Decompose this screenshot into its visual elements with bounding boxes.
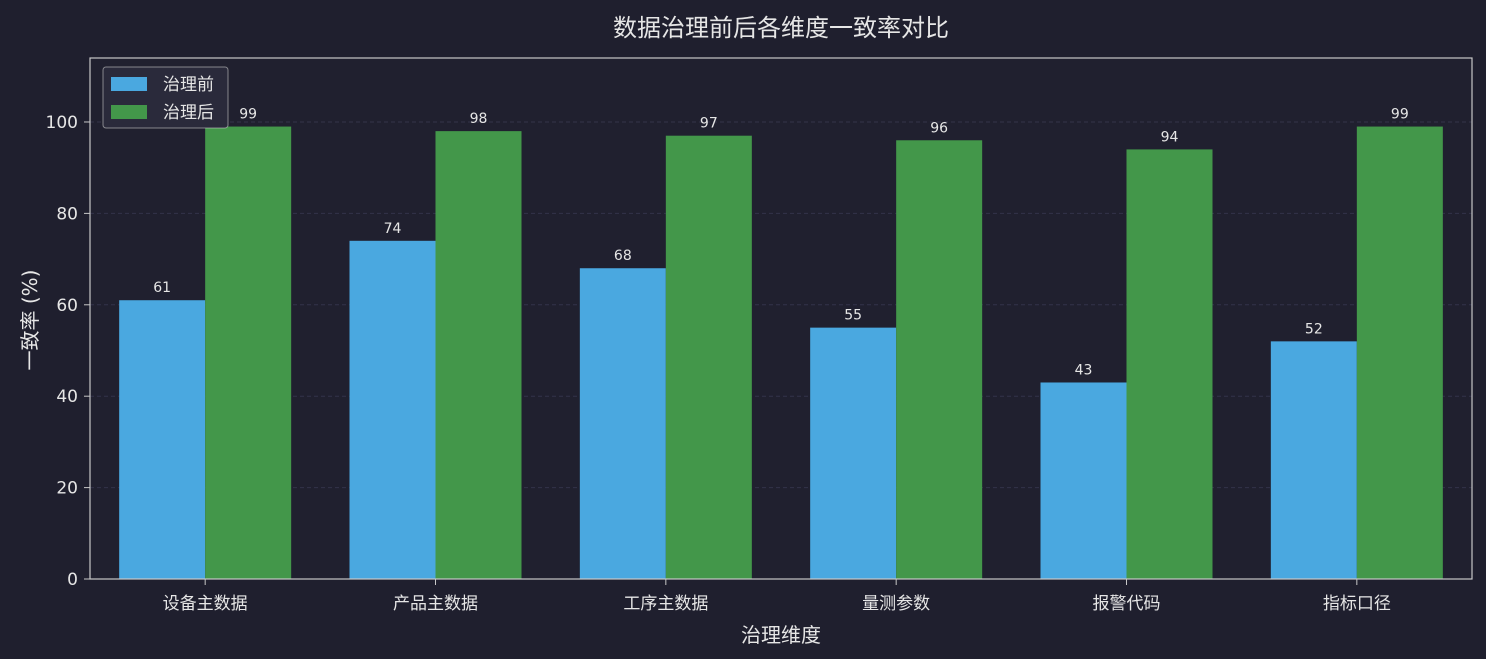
bar-value-label: 96 bbox=[930, 120, 948, 136]
legend-label-after: 治理后 bbox=[163, 103, 214, 123]
bar-after bbox=[205, 126, 292, 579]
bar-value-label: 43 bbox=[1075, 362, 1093, 378]
x-tick-label: 报警代码 bbox=[1093, 594, 1161, 614]
plot-frame bbox=[89, 57, 1473, 580]
legend: 治理前 治理后 bbox=[102, 66, 229, 129]
x-axis: 设备主数据 产品主数据 工序主数据 量测参数 报警代码 指标口径 bbox=[163, 579, 1391, 614]
bars bbox=[119, 126, 1443, 580]
bar-before bbox=[349, 240, 436, 580]
bar-before bbox=[1270, 341, 1357, 579]
bar-value-label: 99 bbox=[1391, 107, 1409, 123]
bar-value-label: 55 bbox=[844, 308, 862, 324]
y-tick-label: 60 bbox=[56, 296, 78, 316]
bar-value-label: 94 bbox=[1161, 129, 1179, 145]
legend-swatch-before bbox=[111, 77, 147, 91]
y-axis-title: 一致率 (%) bbox=[18, 270, 42, 371]
bar-value-label: 99 bbox=[239, 107, 257, 123]
bar-value-label: 52 bbox=[1305, 321, 1323, 337]
bar-after bbox=[896, 140, 983, 579]
chart-title: 数据治理前后各维度一致率对比 bbox=[613, 14, 949, 42]
bar-after bbox=[665, 135, 752, 579]
bar-before bbox=[119, 300, 206, 579]
bar-value-label: 98 bbox=[470, 111, 488, 127]
y-tick-label: 0 bbox=[67, 570, 78, 590]
bar-value-label: 61 bbox=[153, 280, 171, 296]
legend-swatch-after bbox=[111, 105, 147, 119]
bar-value-label: 97 bbox=[700, 116, 718, 132]
y-tick-label: 20 bbox=[56, 479, 78, 499]
y-tick-label: 40 bbox=[56, 387, 78, 407]
grid-lines bbox=[90, 121, 1472, 489]
bar-after bbox=[435, 131, 522, 579]
plot-area bbox=[90, 58, 1472, 579]
x-tick-label: 设备主数据 bbox=[163, 594, 248, 614]
bar-after bbox=[1126, 149, 1213, 579]
y-tick-label: 100 bbox=[46, 113, 78, 133]
y-axis: 0 20 40 60 80 100 bbox=[46, 113, 90, 590]
x-tick-label: 量测参数 bbox=[862, 594, 930, 614]
bar-before bbox=[810, 327, 897, 579]
x-tick-label: 产品主数据 bbox=[393, 594, 478, 614]
legend-label-before: 治理前 bbox=[163, 75, 214, 95]
y-tick-label: 80 bbox=[56, 204, 78, 224]
x-axis-title: 治理维度 bbox=[741, 623, 821, 647]
x-tick-label: 指标口径 bbox=[1323, 594, 1391, 614]
x-tick-label: 工序主数据 bbox=[623, 594, 708, 614]
bar-after bbox=[1356, 126, 1443, 579]
bar-value-label: 68 bbox=[614, 248, 632, 264]
bar-before bbox=[1040, 382, 1127, 579]
bar-value-label: 74 bbox=[384, 221, 402, 237]
bar-before bbox=[579, 268, 666, 579]
data-labels: 61 99 74 98 68 97 55 96 43 94 52 99 bbox=[153, 107, 1408, 379]
